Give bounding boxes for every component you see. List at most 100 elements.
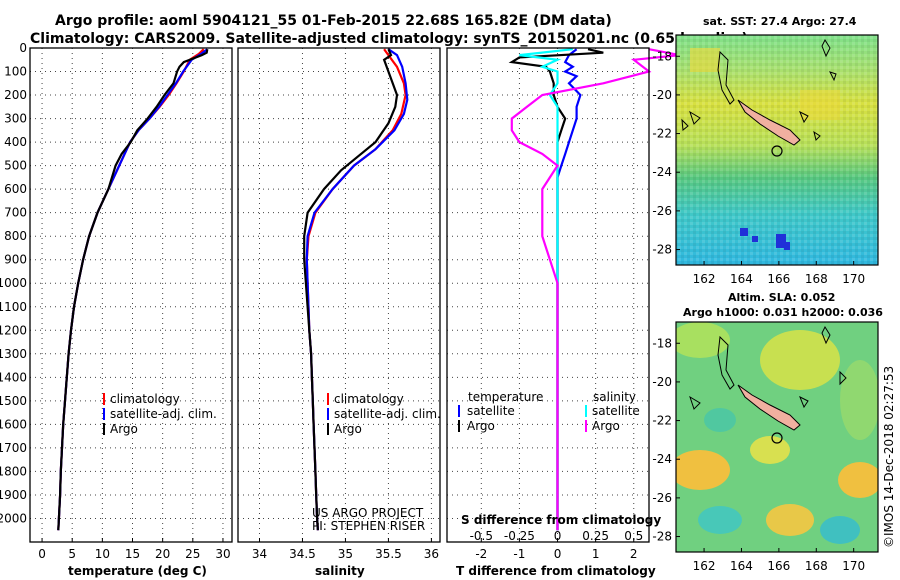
legend-swatch-satellite	[327, 408, 329, 420]
salinity-frame	[237, 47, 441, 543]
depth-tick-label: 1000	[0, 276, 27, 290]
x-tick-label: 0	[554, 547, 562, 561]
sla-blob	[766, 504, 814, 536]
depth-tick-label: 1500	[0, 394, 27, 408]
s-difference-xlabel: S difference from climatology	[461, 513, 661, 527]
lat-tick-label: -20	[652, 88, 672, 102]
difference-grid	[447, 48, 649, 542]
depth-tick-label: 1200	[0, 323, 27, 337]
depth-tick-label: 2000	[0, 511, 27, 525]
difference-frame	[446, 47, 650, 543]
sla-map-panel: Altim. SLA: 0.052 Argo h1000: 0.031 h200…	[652, 291, 883, 573]
x-tick-label: 35	[338, 547, 353, 561]
legend-label-argo: Argo	[110, 422, 138, 436]
temperature-legend: climatology satellite-adj. clim. Argo	[103, 392, 217, 436]
lat-tick-label: -28	[652, 243, 672, 257]
depth-tick-labels: 0 100 200 300 400 500 600 700 800 900 1000 1100 1200…	[0, 41, 27, 525]
depth-tick-label: 900	[4, 253, 27, 267]
salinity-panel: 34 34.5 35 35.5 36 salinity climatology sate…	[237, 47, 441, 578]
s-tick-label: -0.5	[470, 529, 493, 543]
legend-label-satellite: satellite-adj. clim.	[110, 407, 217, 421]
salinity-lines	[303, 48, 409, 531]
legend-label-climatology: climatology	[110, 392, 180, 406]
x-tick-label: 35.5	[375, 547, 402, 561]
lon-tick-label: 168	[805, 559, 828, 573]
lat-tick-label: -18	[652, 49, 672, 63]
lat-tick-label: -24	[652, 452, 672, 466]
lat-tick-label: -20	[652, 375, 672, 389]
series-line-climatology	[305, 48, 407, 531]
legend-swatch-t-satellite	[458, 405, 460, 417]
legend-swatch-argo	[327, 423, 329, 435]
lon-tick-label: 170	[842, 559, 865, 573]
legend-label-climatology: climatology	[334, 392, 404, 406]
figure-title-line1: Argo profile: aoml 5904121_55 01-Feb-201…	[55, 13, 612, 29]
depth-tick-label: 800	[4, 229, 27, 243]
sla-lat-tick-labels: -18 -20 -22 -24 -26 -28	[652, 336, 680, 544]
depth-tick-label: 1800	[0, 464, 27, 478]
t-difference-tick-labels: -2 -1 0 1 2	[475, 538, 638, 561]
legend-swatch-t-argo	[458, 420, 460, 432]
lon-tick-label: 168	[805, 272, 828, 286]
depth-tick-label: 0	[19, 41, 27, 55]
legend-swatch-argo	[103, 423, 105, 435]
series-line-climatology	[57, 48, 205, 531]
x-tick-label: 25	[185, 547, 200, 561]
x-tick-label: 10	[95, 547, 110, 561]
depth-tick-label: 1300	[0, 347, 27, 361]
legend-swatch-s-argo	[585, 420, 587, 432]
difference-lines	[508, 48, 680, 531]
lon-tick-label: 162	[693, 272, 716, 286]
coastline	[717, 50, 735, 105]
sst-warm-patch	[690, 48, 720, 72]
x-tick-label: 34	[252, 547, 267, 561]
legend-swatch-satellite	[103, 408, 105, 420]
x-tick-label: 30	[215, 547, 230, 561]
sla-map-title: Altim. SLA: 0.052	[728, 291, 835, 304]
coastline	[717, 335, 735, 390]
difference-panel: -2 -1 0 1 2 -0.5 -0.25 0 0.25 0.5 S difference f…	[446, 47, 680, 578]
series-line-t-satellite	[556, 48, 582, 531]
depth-tick-label: 700	[4, 206, 27, 220]
legend-label-satellite: satellite-adj. clim.	[334, 407, 441, 421]
s-tick-label: 0	[554, 529, 562, 543]
s-tick-label: 0.5	[624, 529, 643, 543]
depth-tick-label: 1700	[0, 441, 27, 455]
s-difference-tick-labels: -0.5 -0.25 0 0.25 0.5	[470, 529, 644, 543]
temperature-tick-labels: 0 5 10 15 20 25 30	[38, 538, 231, 561]
lon-tick-label: 164	[730, 559, 753, 573]
lat-tick-label: -22	[652, 127, 672, 141]
salinity-tick-labels: 34 34.5 35 35.5 36	[252, 538, 439, 561]
temperature-xlabel: temperature (deg C)	[68, 564, 207, 578]
lat-tick-label: -24	[652, 165, 672, 179]
lon-tick-label: 170	[842, 272, 865, 286]
series-line-argo	[303, 48, 399, 531]
s-tick-label: -0.25	[504, 529, 535, 543]
new-caledonia-island	[737, 384, 801, 431]
sla-blob	[676, 450, 730, 490]
depth-tick-label: 1100	[0, 300, 27, 314]
x-tick-label: 36	[424, 547, 439, 561]
x-tick-label: -1	[513, 547, 525, 561]
sst-cool-pixel	[752, 236, 758, 242]
series-line-s-argo	[510, 48, 680, 531]
sla-map-frame	[675, 321, 879, 553]
series-line-argo	[57, 49, 209, 531]
series-line-satellite-adj-clim-	[305, 48, 409, 531]
imos-timestamp: ©IMOS 14-Dec-2018 02:27:53	[882, 366, 896, 548]
temperature-panel: 0100200300400500600700800900100011001200…	[0, 41, 233, 578]
legend-label-s-argo: Argo	[592, 419, 620, 433]
x-tick-label: 15	[125, 547, 140, 561]
x-tick-label: -2	[475, 547, 487, 561]
sst-cool-pixel	[784, 242, 790, 250]
x-tick-label: 5	[68, 547, 76, 561]
sst-map-title: sat. SST: 27.4 Argo: 27.4	[703, 15, 857, 28]
lat-tick-label: -18	[652, 336, 672, 350]
sst-lat-tick-labels: -18 -20 -22 -24 -26 -28	[652, 49, 680, 257]
salinity-grid	[238, 48, 440, 542]
legend-label-argo: Argo	[334, 422, 362, 436]
legend-title-salinity: salinity	[593, 390, 636, 404]
lat-tick-label: -22	[652, 414, 672, 428]
sla-blob	[760, 330, 840, 390]
